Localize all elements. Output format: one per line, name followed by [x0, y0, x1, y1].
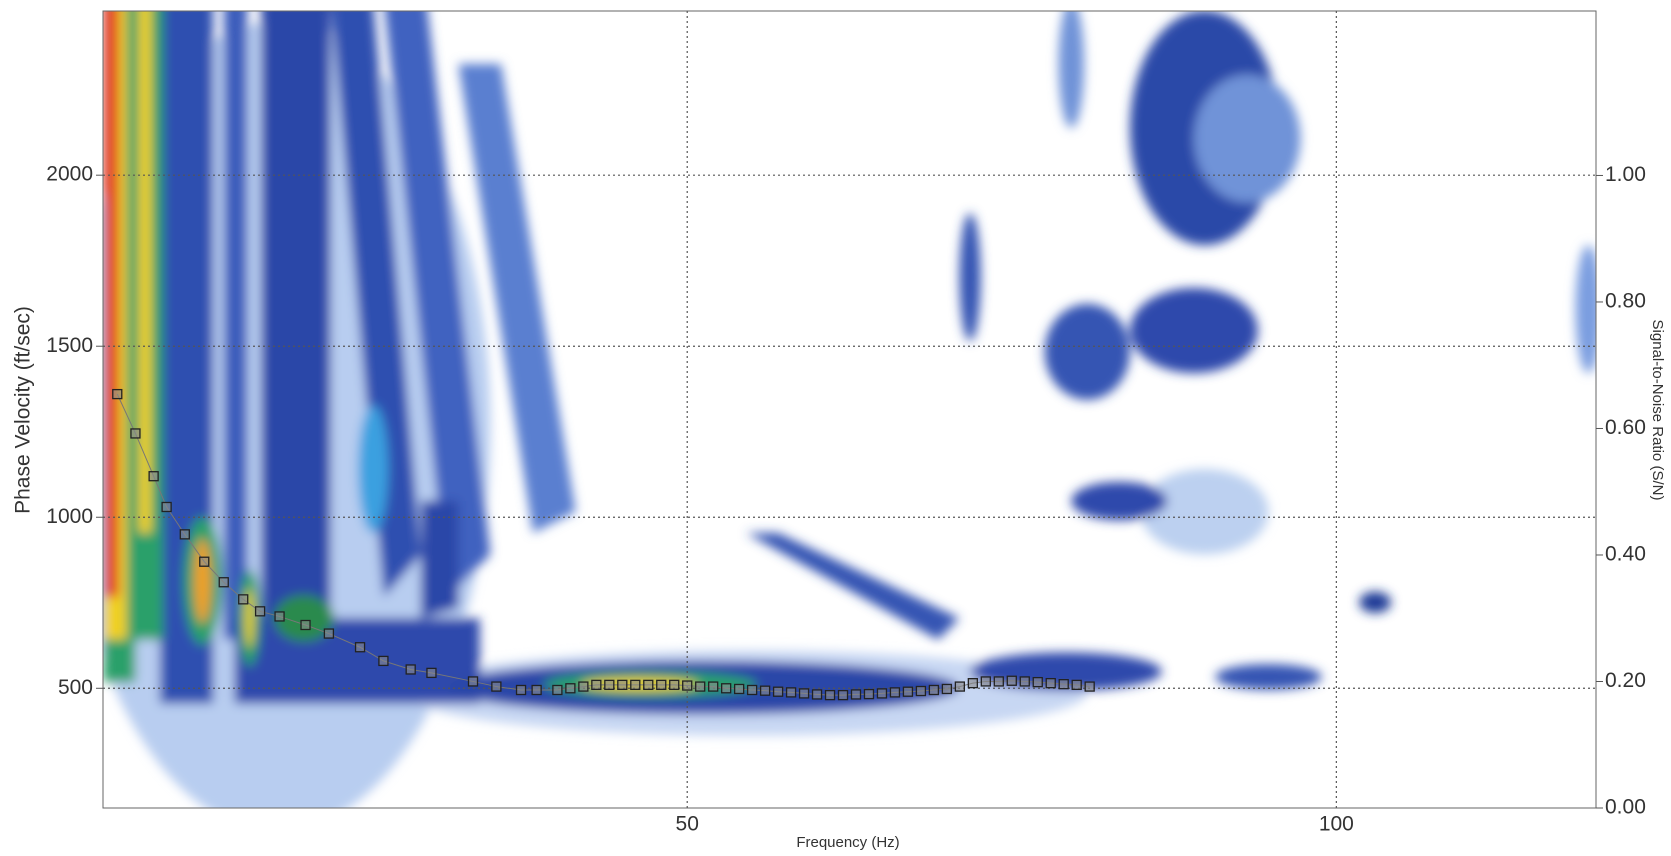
pick-point [1058, 679, 1069, 690]
pick-point [467, 676, 479, 687]
pick-point [980, 676, 991, 687]
pick-point [721, 683, 732, 694]
pick-point [876, 688, 888, 699]
x-axis-label: Frequency (Hz) [796, 834, 899, 851]
y-tick-label: 1000 [46, 505, 93, 528]
pick-point [515, 684, 527, 696]
pick-point [1032, 676, 1043, 688]
y2-tick-label: 0.80 [1605, 290, 1646, 313]
pick-point [552, 684, 563, 696]
pick-point [915, 685, 927, 697]
pick-point [254, 606, 266, 617]
pick-point [967, 677, 978, 689]
pick-point [759, 685, 771, 696]
pick-point [889, 687, 901, 698]
pick-point [617, 679, 628, 691]
pick-point [378, 655, 389, 667]
pick-point [426, 667, 437, 679]
pick-point [531, 684, 542, 696]
pick-point [199, 556, 210, 567]
pick-point [1019, 676, 1030, 687]
pick-point [1045, 677, 1056, 689]
y2-tick-label: 0.20 [1605, 669, 1646, 692]
pick-point [850, 689, 862, 700]
pick-point [811, 689, 823, 700]
pick-point [1071, 679, 1082, 691]
pick-point [863, 688, 875, 700]
pick-point [179, 529, 190, 540]
pick-point [785, 687, 797, 698]
pick-point [565, 683, 576, 694]
pick-point [161, 501, 172, 513]
y-tick-label: 1500 [46, 334, 93, 357]
y2-tick-label: 0.00 [1605, 796, 1646, 819]
pick-point [130, 428, 141, 439]
pick-point [746, 684, 758, 696]
pick-point [630, 679, 641, 691]
pick-point [218, 577, 229, 588]
pick-point [708, 681, 719, 692]
pick-point [902, 686, 914, 697]
y2-axis-label: Signal-to-Noise Ratio (S/N) [1649, 320, 1666, 501]
pick-point [643, 679, 654, 691]
pick-point [405, 664, 416, 675]
y2-tick-label: 1.00 [1605, 163, 1646, 186]
dispersion-image [103, 11, 1596, 808]
pick-point [300, 619, 311, 631]
y2-tick-label: 0.40 [1605, 543, 1646, 566]
pick-point [682, 680, 693, 691]
pick-point [824, 689, 836, 701]
y-tick-label: 500 [58, 676, 93, 699]
pick-point [954, 681, 966, 692]
pick-point [491, 681, 502, 692]
pick-point [837, 689, 849, 701]
pick-point [354, 642, 366, 653]
pick-point [148, 471, 159, 482]
x-tick-label: 50 [676, 813, 699, 836]
pick-point [323, 628, 335, 639]
pick-point [591, 679, 602, 691]
y2-tick-label: 0.60 [1605, 416, 1646, 439]
pick-point [238, 594, 249, 605]
pick-point [669, 679, 680, 691]
pick-point [695, 681, 706, 692]
pick-point [604, 679, 615, 691]
pick-point [578, 681, 589, 692]
pick-point [993, 676, 1004, 687]
pick-point [772, 686, 784, 697]
pick-point [1084, 681, 1095, 692]
y-tick-label: 2000 [46, 163, 93, 186]
pick-point [941, 683, 953, 695]
y-axis-label: Phase Velocity (ft/sec) [12, 306, 35, 514]
pick-point [112, 388, 123, 400]
plot-frame [102, 10, 1597, 809]
pick-point [798, 688, 810, 699]
pick-point [928, 684, 940, 696]
pick-point [656, 679, 667, 691]
pick-point [274, 611, 285, 622]
pick-point [1006, 675, 1017, 686]
x-tick-label: 100 [1319, 813, 1354, 836]
pick-point [733, 683, 745, 695]
